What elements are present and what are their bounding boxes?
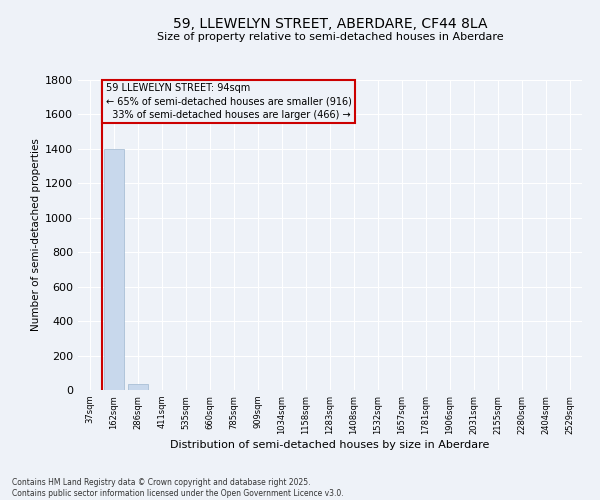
Text: 59 LLEWELYN STREET: 94sqm
← 65% of semi-detached houses are smaller (916)
  33% : 59 LLEWELYN STREET: 94sqm ← 65% of semi-… <box>106 84 352 120</box>
Y-axis label: Number of semi-detached properties: Number of semi-detached properties <box>31 138 41 332</box>
Bar <box>128 384 148 390</box>
Text: Contains HM Land Registry data © Crown copyright and database right 2025.
Contai: Contains HM Land Registry data © Crown c… <box>12 478 344 498</box>
Bar <box>104 149 124 390</box>
Text: 59, LLEWELYN STREET, ABERDARE, CF44 8LA: 59, LLEWELYN STREET, ABERDARE, CF44 8LA <box>173 18 487 32</box>
Text: Size of property relative to semi-detached houses in Aberdare: Size of property relative to semi-detach… <box>157 32 503 42</box>
X-axis label: Distribution of semi-detached houses by size in Aberdare: Distribution of semi-detached houses by … <box>170 440 490 450</box>
